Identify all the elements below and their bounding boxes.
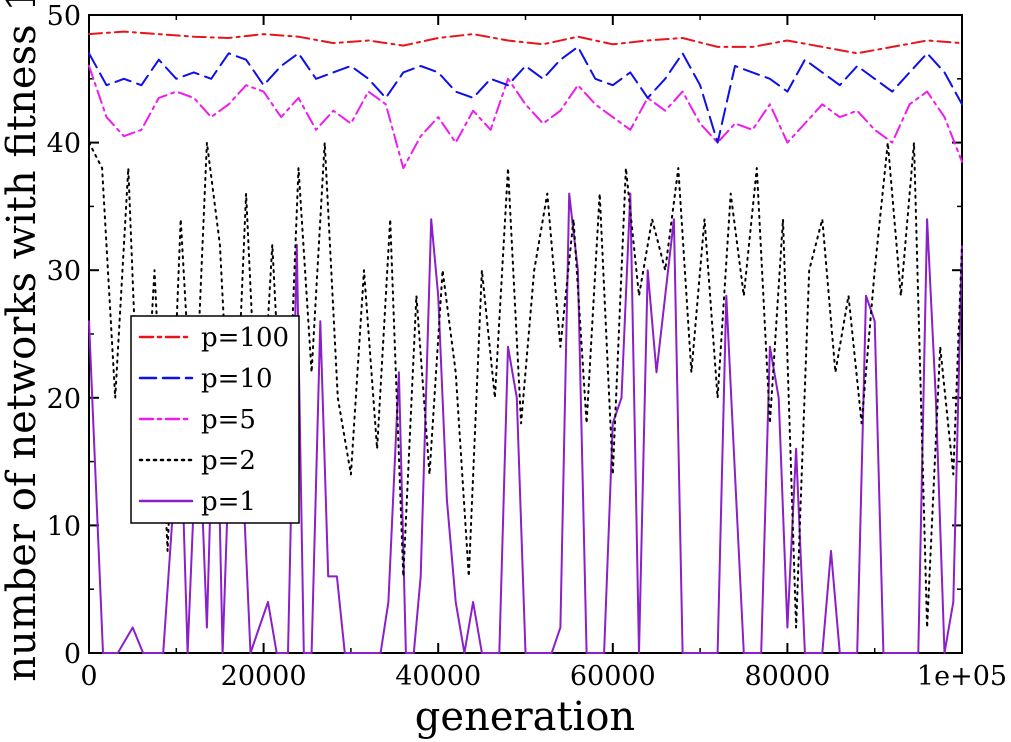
legend-label: p=2 — [201, 446, 256, 476]
y-tick-label: 40 — [47, 129, 81, 160]
y-axis-title: number of networks with fitness 1 — [0, 0, 45, 682]
legend-label: p=100 — [201, 323, 289, 353]
x-tick-label: 80000 — [744, 661, 830, 692]
x-tick-label: 1e+05 — [917, 661, 1007, 692]
x-tick-label: 40000 — [395, 661, 481, 692]
legend: p=100 p=10 p=5 p=2 p=1 — [130, 315, 300, 524]
axis-ticks — [88, 14, 963, 654]
y-tick-label: 10 — [47, 511, 81, 542]
y-tick-label: 50 — [47, 1, 81, 32]
legend-label: p=5 — [201, 405, 256, 435]
y-tick-label: 30 — [47, 256, 81, 287]
x-tick-label: 20000 — [221, 661, 307, 692]
series-line-p-2 — [88, 141, 963, 629]
y-tick-label: 0 — [64, 639, 81, 670]
x-tick-label: 60000 — [570, 661, 656, 692]
series-line-p-100 — [88, 30, 963, 55]
x-tick-label: 0 — [80, 661, 97, 692]
legend-label: p=1 — [201, 487, 256, 517]
x-axis-title: generation — [415, 694, 635, 740]
legend-label: p=10 — [201, 364, 273, 394]
series-line-p-10 — [88, 45, 963, 144]
y-tick-label: 20 — [47, 384, 81, 415]
series-line-p-5 — [88, 65, 963, 170]
tick-labels: 0 20000 40000 60000 80000 1e+05 0 10 20 30 40 50 — [47, 1, 1007, 692]
